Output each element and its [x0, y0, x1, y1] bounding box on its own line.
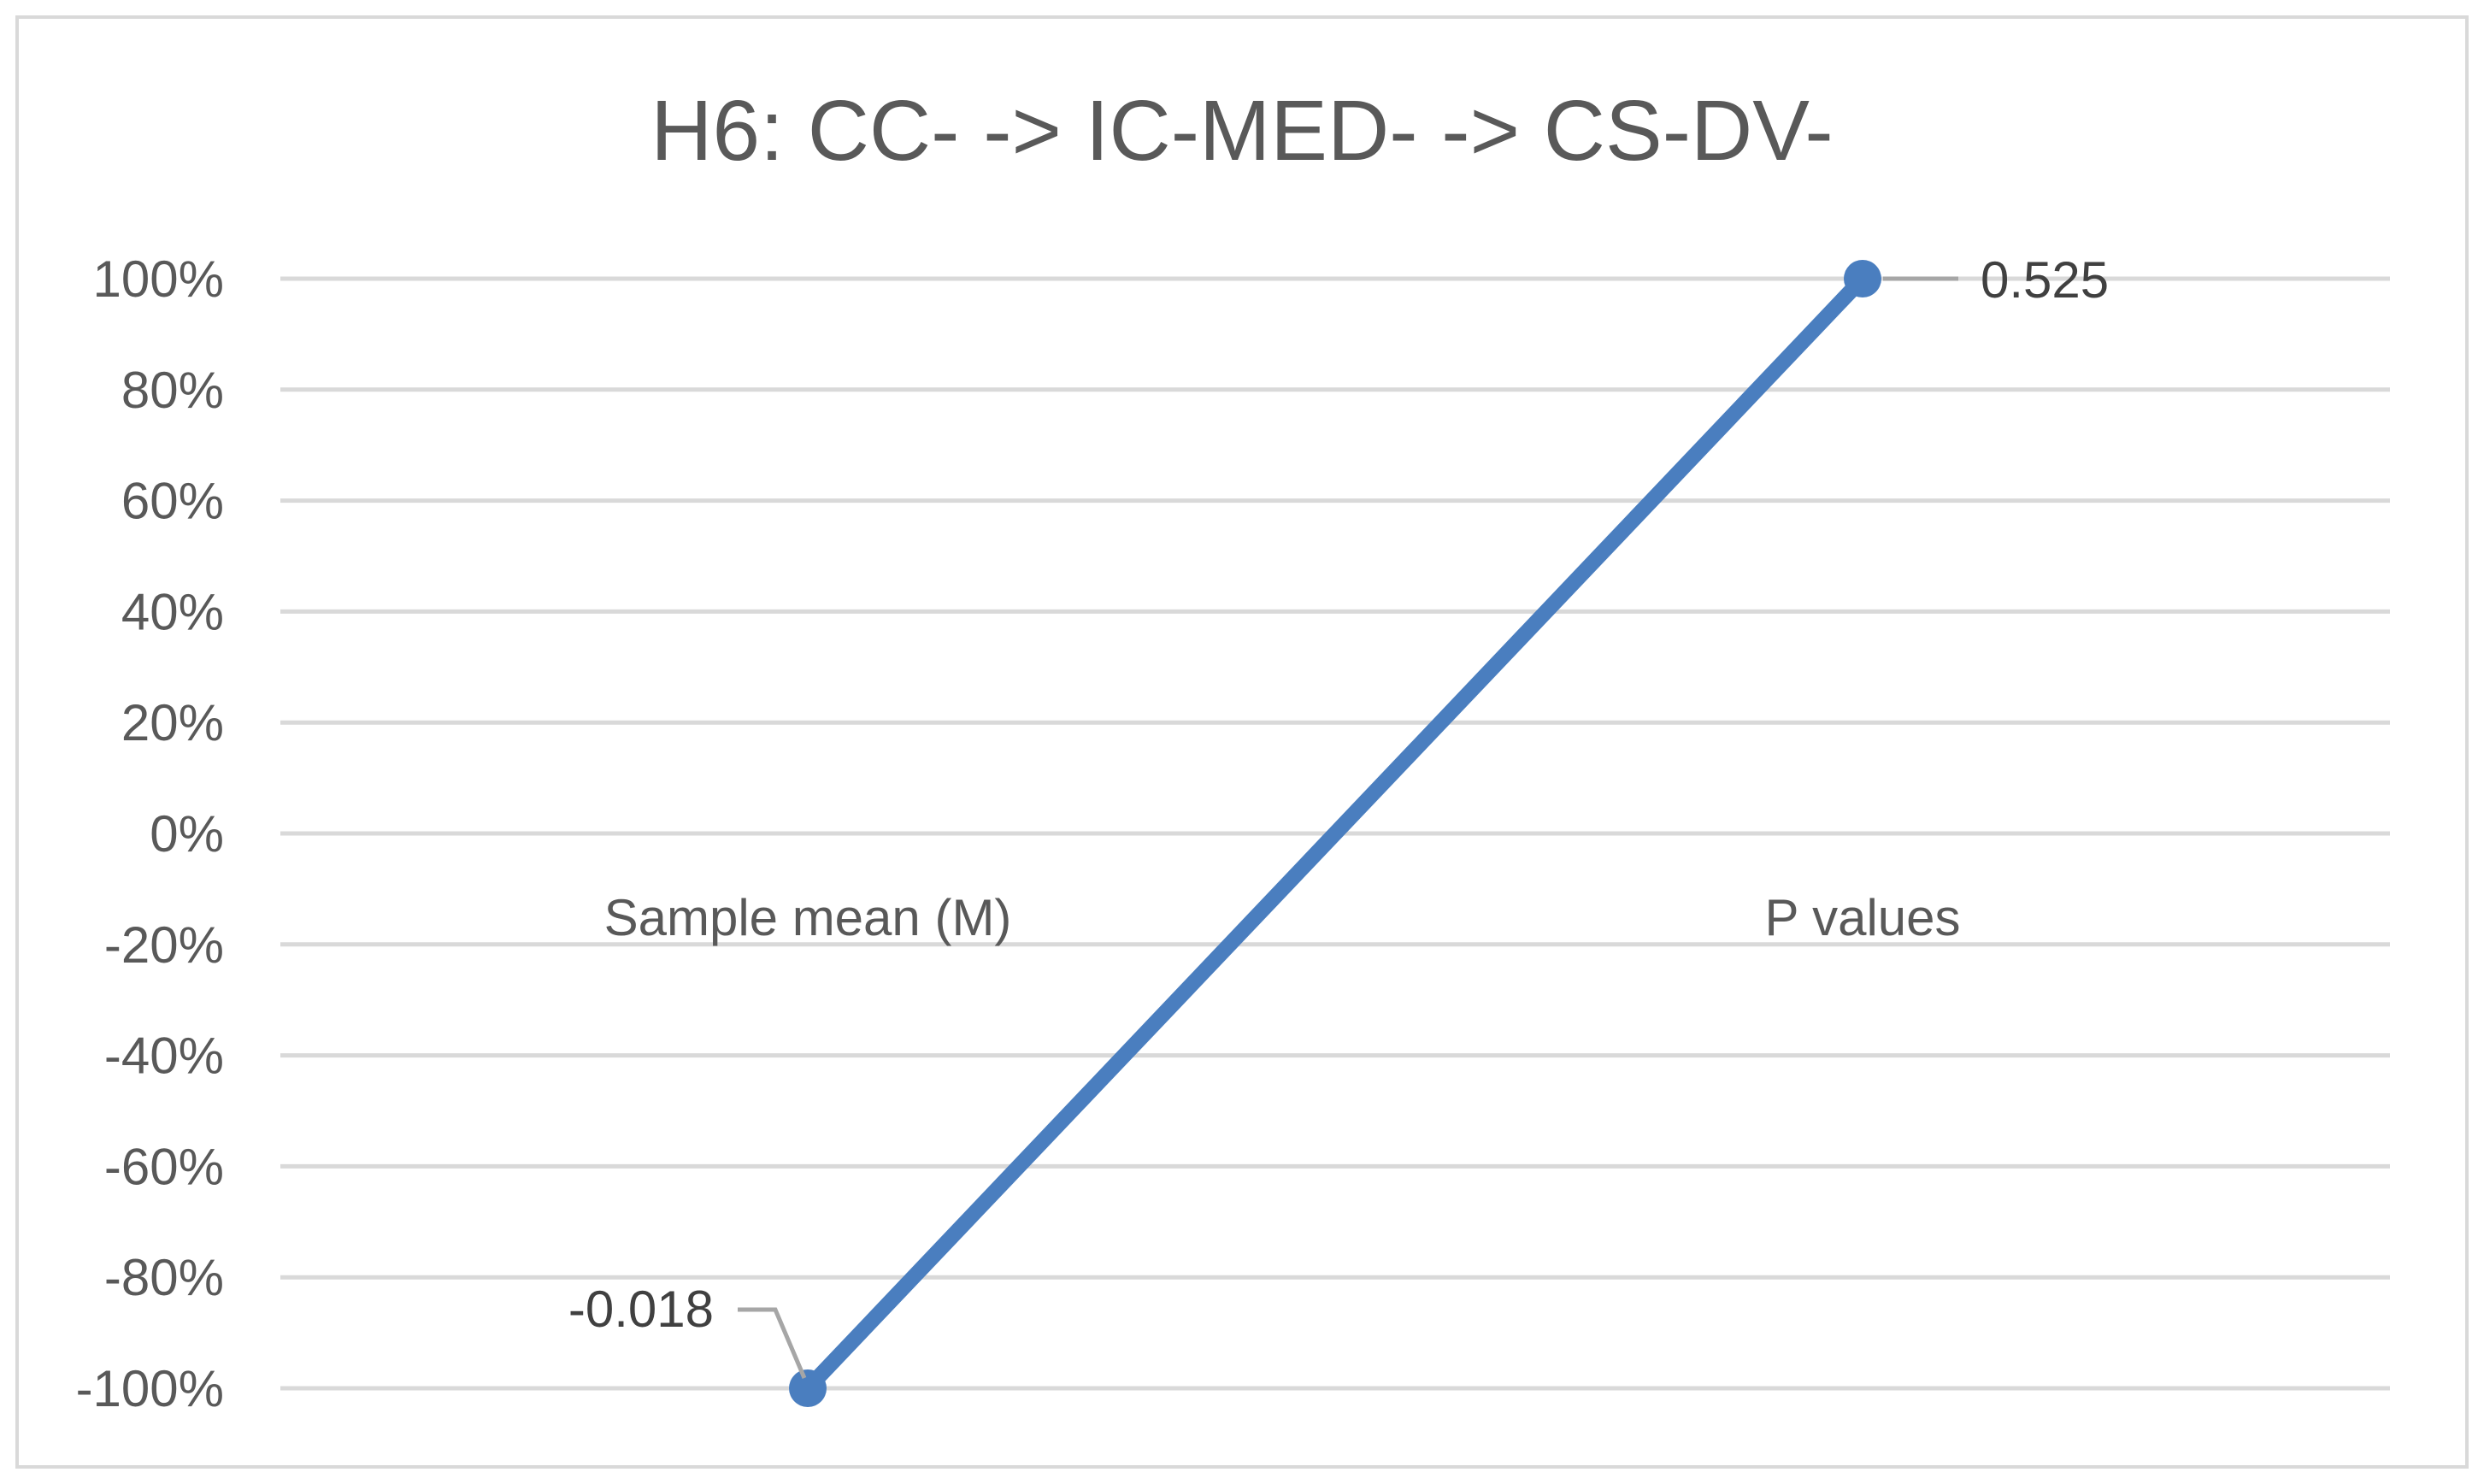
y-tick-label: 0%	[150, 805, 224, 863]
y-tick-label: 80%	[121, 362, 224, 419]
data-label: 0.525	[1981, 251, 2109, 309]
y-tick-label: -60%	[104, 1138, 224, 1195]
data-label: -0.018	[568, 1281, 714, 1338]
category-label: P values	[1764, 889, 1960, 946]
data-label-leader	[738, 1307, 807, 1379]
y-tick-label: 60%	[121, 473, 224, 530]
y-tick-label: -80%	[104, 1249, 224, 1306]
y-tick-label: -40%	[104, 1028, 224, 1085]
data-labels: -0.018 0.525	[568, 251, 2109, 1379]
data-point	[789, 1369, 827, 1407]
y-tick-label: -100%	[76, 1360, 224, 1417]
category-label: Sample mean (M)	[604, 889, 1012, 946]
y-tick-label: 40%	[121, 583, 224, 640]
chart-title: H6: CC- -> IC-MED- -> CS-DV-	[650, 83, 1834, 179]
y-axis-ticks: 100% 80% 60% 40% 20% 0% -20% -40% -60% -80% -100%	[76, 250, 224, 1417]
y-tick-label: 100%	[93, 250, 224, 308]
series-line	[800, 271, 1870, 1396]
y-tick-label: -20%	[104, 916, 224, 974]
category-labels: Sample mean (M) P values	[604, 889, 1961, 946]
data-point	[1844, 260, 1881, 297]
y-tick-label: 20%	[121, 694, 224, 751]
chart-frame	[15, 15, 2469, 1469]
series	[789, 260, 1881, 1407]
